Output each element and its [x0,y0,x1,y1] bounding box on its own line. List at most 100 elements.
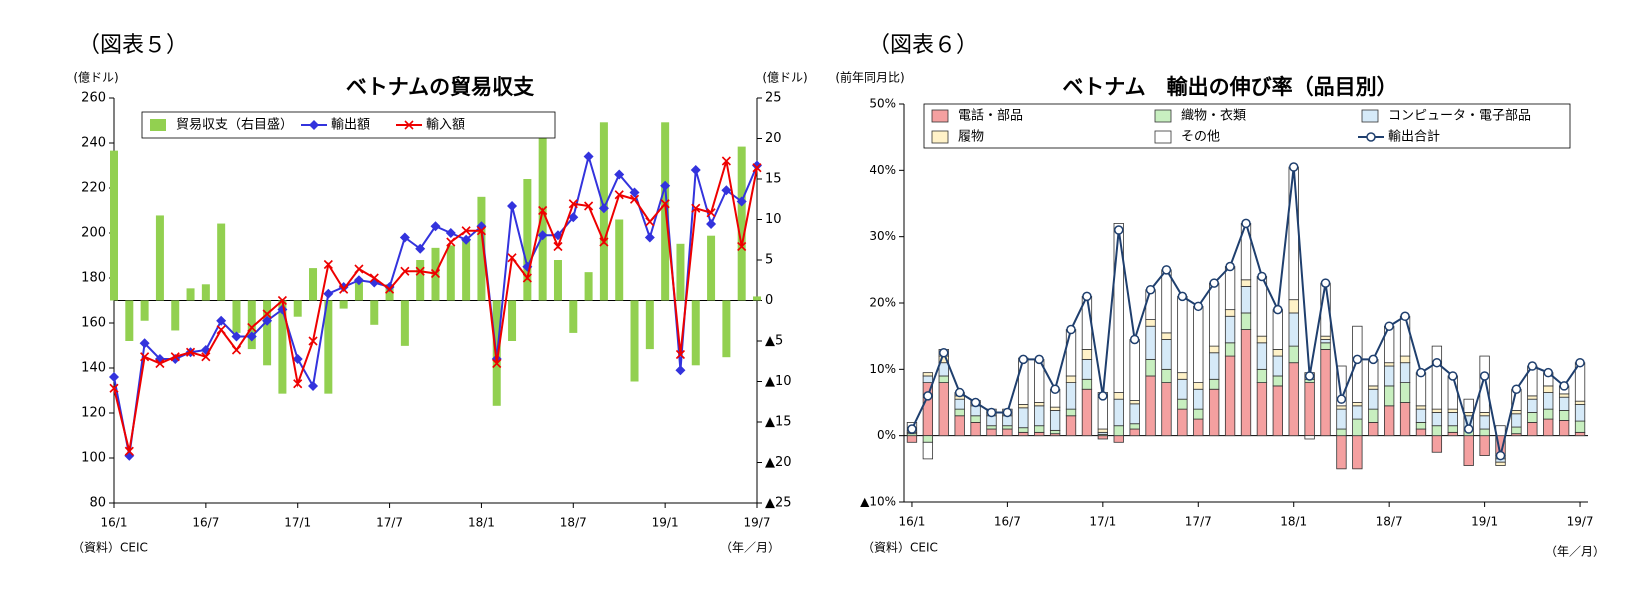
bar [1479,428,1490,437]
point [170,352,180,362]
legend-swatch [931,109,949,123]
bar [1002,425,1013,430]
bar [922,435,934,443]
bar [1558,396,1570,411]
bar [986,415,997,427]
legend-box [923,103,1571,149]
point [629,187,640,198]
y-tick-label: 140 [81,361,106,376]
point [675,349,686,360]
bar [1352,402,1363,407]
point [1225,261,1235,272]
y-axis-label: (億ドル) [73,71,118,85]
point [1336,394,1347,404]
bar [1113,222,1124,393]
bar [1399,402,1411,437]
point [1034,354,1044,365]
bar [1049,406,1061,411]
bar [1209,352,1220,380]
bar [201,284,210,301]
legend-box [141,111,556,139]
y-tick-label: ▲10% [860,495,896,509]
bar [293,300,302,317]
bar [737,146,746,301]
legend-label: その他 [1181,130,1220,145]
bar [1479,435,1490,456]
x-tick-label: 18/1 [1280,515,1307,529]
point [584,201,594,211]
bar [1224,342,1236,357]
bar [1368,408,1379,423]
bar [1415,372,1427,407]
bar [584,272,593,301]
bar [278,300,287,394]
legend-swatch [931,130,949,144]
point [1527,361,1538,371]
point [1257,271,1267,282]
bar [508,300,517,341]
bar [938,375,949,384]
point [216,325,226,335]
y2-tick-label: ▲20 [765,455,792,470]
source-note: （資料）CEIC [862,541,938,555]
bar [753,296,761,301]
point [1432,357,1442,368]
bar [247,300,256,350]
y-tick-label: 50% [869,97,896,111]
bar [1097,428,1108,433]
bar [1368,385,1379,390]
point [907,424,917,434]
bar [1336,405,1347,410]
bar [1431,435,1443,453]
point [1320,278,1331,288]
point [201,352,211,362]
point [446,237,456,247]
bar [1574,431,1586,437]
bar [400,300,409,346]
bar [523,179,532,301]
point [538,205,548,216]
bar [1272,355,1283,377]
bar [1574,404,1586,422]
x-tick-label: 16/7 [994,515,1021,529]
bar [1256,382,1268,437]
bar [1129,428,1140,437]
point [231,331,242,342]
bar [1081,358,1093,380]
point [1495,450,1506,461]
bar [1081,349,1093,360]
bar [1415,408,1427,423]
point [1050,384,1060,394]
bar [1447,431,1458,437]
bar [1288,312,1299,347]
bar [922,382,934,437]
bar [1447,412,1458,427]
point [399,232,410,243]
point [721,185,732,196]
bar [1161,368,1172,384]
bar [1447,408,1458,413]
bar [1558,410,1570,421]
bar [954,415,965,437]
y-tick-label: 10% [869,362,896,376]
x-tick-label: 16/1 [898,515,925,529]
point [752,160,762,171]
bar [538,130,547,301]
x-tick-label: 18/7 [1376,515,1403,529]
x-tick-label: 16/1 [101,516,128,530]
bar [1574,420,1586,433]
bar [171,300,180,331]
point [1082,291,1092,302]
legend-swatch [150,119,166,131]
bar [1288,166,1299,301]
bar [691,300,700,366]
bar [1224,315,1236,344]
bar [1399,355,1411,364]
bar [1161,332,1172,340]
y2-tick-label: ▲15 [765,415,792,430]
bar [1336,435,1347,470]
point [1400,311,1410,322]
bar [1129,400,1140,405]
point [1273,304,1283,315]
